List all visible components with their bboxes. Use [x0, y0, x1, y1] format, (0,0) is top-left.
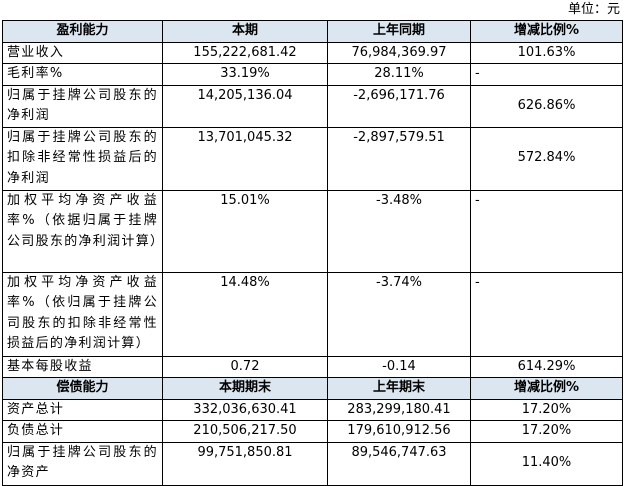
cell: 210,506,217.50 — [162, 420, 328, 443]
cell: 332,036,630.41 — [162, 398, 328, 421]
header-cell: 增减比例% — [470, 377, 623, 400]
header-row: 盈利能力 本期 上年同期 增减比例% — [2, 20, 623, 43]
header-cell: 本期期末 — [162, 377, 328, 400]
row-label: 毛利率% — [2, 63, 163, 86]
cell: 155,222,681.42 — [162, 41, 328, 64]
header-cell: 上年期末 — [327, 377, 471, 400]
cell: - — [470, 63, 623, 86]
cell: 283,299,180.41 — [327, 398, 471, 421]
data-row: 营业收入 155,222,681.42 76,984,369.97 101.63% — [2, 41, 623, 64]
cell: 11.40% — [470, 441, 623, 486]
cell: 14,205,136.04 — [162, 84, 328, 128]
cell: -2,696,171.76 — [327, 84, 471, 128]
data-row: 加权平均净资产收益率%（依归属于挂牌公司股东的扣除非经常性损益后的净利润计算） 1… — [2, 271, 623, 357]
row-label: 归属于挂牌公司股东的净资产 — [2, 441, 163, 486]
cell: -3.74% — [327, 271, 471, 357]
data-row: 毛利率% 33.19% 28.11% - — [2, 63, 623, 86]
cell: - — [470, 189, 623, 273]
cell: 99,751,850.81 — [162, 441, 328, 486]
row-label: 资产总计 — [2, 398, 163, 421]
row-label: 归属于挂牌公司股东的净利润 — [2, 84, 163, 128]
data-row: 归属于挂牌公司股东的净资产 99,751,850.81 89,546,747.63 1… — [2, 441, 623, 486]
header-cell: 本期 — [162, 20, 328, 43]
cell: 17.20% — [470, 398, 623, 421]
cell: 13,701,045.32 — [162, 126, 328, 191]
row-label: 营业收入 — [2, 41, 163, 64]
financial-table: 盈利能力 本期 上年同期 增减比例% 营业收入 155,222,681.42 76,984,… — [2, 20, 623, 486]
cell: 101.63% — [470, 41, 623, 64]
data-row: 归属于挂牌公司股东的扣除非经常性损益后的净利润 13,701,045.32 -2,8… — [2, 126, 623, 191]
header-cell: 偿债能力 — [2, 377, 163, 400]
cell: 614.29% — [470, 355, 623, 378]
header-cell: 增减比例% — [470, 20, 623, 43]
header-cell: 盈利能力 — [2, 20, 163, 43]
data-row: 负债总计 210,506,217.50 179,610,912.56 17.20% — [2, 420, 623, 443]
cell: 89,546,747.63 — [327, 441, 471, 486]
cell: 76,984,369.97 — [327, 41, 471, 64]
data-row: 加权平均净资产收益率%（依据归属于挂牌公司股东的净利润计算） 15.01% -3.4… — [2, 189, 623, 273]
data-row: 资产总计 332,036,630.41 283,299,180.41 17.20% — [2, 398, 623, 421]
cell: -3.48% — [327, 189, 471, 273]
row-label: 负债总计 — [2, 420, 163, 443]
unit-label: 单位：元 — [567, 2, 620, 17]
cell: -0.14 — [327, 355, 471, 378]
cell: 17.20% — [470, 420, 623, 443]
cell: 15.01% — [162, 189, 328, 273]
row-label: 加权平均净资产收益率%（依据归属于挂牌公司股东的净利润计算） — [2, 189, 163, 273]
cell: 28.11% — [327, 63, 471, 86]
header-cell: 上年同期 — [327, 20, 471, 43]
cell: 572.84% — [470, 126, 623, 191]
cell: - — [470, 271, 623, 357]
row-label: 加权平均净资产收益率%（依归属于挂牌公司股东的扣除非经常性损益后的净利润计算） — [2, 271, 163, 357]
cell: 33.19% — [162, 63, 328, 86]
cell: 14.48% — [162, 271, 328, 357]
data-row: 基本每股收益 0.72 -0.14 614.29% — [2, 355, 623, 378]
row-label: 基本每股收益 — [2, 355, 163, 378]
row-label: 归属于挂牌公司股东的扣除非经常性损益后的净利润 — [2, 126, 163, 191]
cell: -2,897,579.51 — [327, 126, 471, 191]
cell: 0.72 — [162, 355, 328, 378]
cell: 626.86% — [470, 84, 623, 128]
data-row: 归属于挂牌公司股东的净利润 14,205,136.04 -2,696,171.76 6… — [2, 84, 623, 128]
cell: 179,610,912.56 — [327, 420, 471, 443]
header-row: 偿债能力 本期期末 上年期末 增减比例% — [2, 377, 623, 400]
